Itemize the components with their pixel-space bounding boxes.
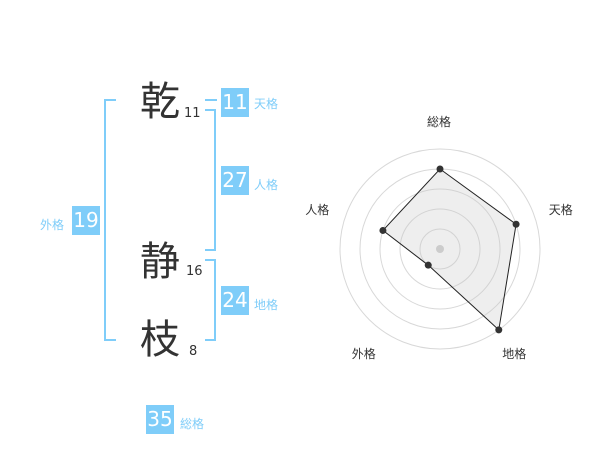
chikaku-bracket	[214, 259, 216, 341]
radar-ring	[399, 208, 481, 290]
radar-axis-label: 人格	[305, 203, 330, 218]
radar-point	[495, 326, 503, 334]
radar-axis-label: 外格	[351, 346, 376, 361]
radar-point	[424, 261, 432, 269]
radar-axis-label: 総格	[427, 115, 452, 129]
radar-axis-label: 天格	[548, 203, 573, 218]
bracket-tick	[205, 339, 215, 341]
bracket-tick	[104, 99, 116, 101]
radar-area	[382, 168, 517, 331]
bracket-tick	[104, 339, 116, 341]
radar-point	[379, 226, 387, 234]
jinkaku-bracket	[214, 109, 216, 251]
radar-axis-label: 地格	[502, 346, 527, 361]
strokes-2: 16	[186, 264, 203, 279]
gaikaku-bracket	[104, 99, 106, 341]
chikaku-label: 地格	[254, 298, 279, 312]
radar-ring	[379, 188, 501, 310]
radar-center	[436, 245, 444, 253]
soukaku-value: 35	[146, 405, 174, 434]
chikaku-value: 24	[221, 286, 249, 315]
radar-point	[512, 220, 520, 228]
radar-ring	[339, 148, 541, 350]
radar-point	[436, 165, 444, 173]
radar-ring	[419, 228, 461, 270]
gaikaku-label: 外格	[40, 218, 65, 232]
jinkaku-label: 人格	[254, 178, 279, 192]
name-char-1: 乾	[140, 79, 180, 125]
soukaku-label: 総格	[180, 417, 205, 431]
name-char-3: 枝	[140, 317, 180, 363]
strokes-1: 11	[184, 106, 201, 121]
bracket-tick	[205, 249, 215, 251]
jinkaku-value: 27	[221, 166, 249, 195]
tenkaku-label: 天格	[254, 97, 279, 111]
name-char-2: 静	[140, 239, 180, 285]
bracket-tick	[205, 109, 215, 111]
tenkaku-bracket	[205, 99, 217, 101]
tenkaku-value: 11	[221, 88, 249, 117]
gaikaku-value: 19	[72, 206, 100, 235]
bracket-tick	[205, 259, 215, 261]
strokes-3: 8	[189, 344, 198, 359]
